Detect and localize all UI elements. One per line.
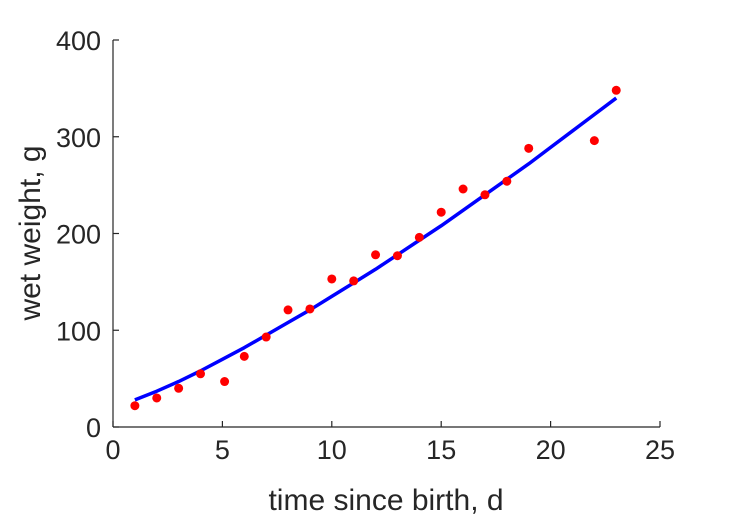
- data-point: [392, 251, 402, 261]
- data-point: [283, 305, 293, 315]
- data-point: [174, 383, 184, 393]
- x-tick-label: 20: [536, 435, 566, 465]
- data-point: [502, 176, 512, 186]
- x-tick-label: 25: [645, 435, 675, 465]
- fit-line: [134, 96, 618, 402]
- y-tick-label: 100: [56, 316, 101, 346]
- data-point: [611, 85, 621, 95]
- data-point: [480, 190, 490, 200]
- data-point: [261, 332, 271, 342]
- x-tick-label: 5: [215, 435, 230, 465]
- x-tick-label: 0: [105, 435, 120, 465]
- x-tick-label: 10: [317, 435, 347, 465]
- y-tick-label: 400: [56, 26, 101, 56]
- data-point: [436, 207, 446, 217]
- axes: 0 5 10 15 20 25 0 100 200 300 400: [56, 26, 675, 465]
- x-tick-label: 15: [426, 435, 456, 465]
- y-tick-label: 0: [86, 413, 101, 443]
- data-point: [589, 136, 599, 146]
- data-point: [371, 250, 381, 260]
- x-axis-title: time since birth, d: [268, 484, 503, 517]
- data-point: [524, 143, 534, 153]
- data-point: [196, 369, 206, 379]
- y-tick-label: 300: [56, 123, 101, 153]
- y-tick-label: 200: [56, 220, 101, 250]
- data-point: [327, 274, 337, 284]
- data-point: [152, 393, 162, 403]
- plot-area: [130, 85, 621, 411]
- data-point: [239, 351, 249, 361]
- data-point: [305, 304, 315, 314]
- data-point: [130, 401, 140, 411]
- data-point: [220, 377, 230, 387]
- y-axis-title: wet weight, g: [14, 145, 47, 321]
- data-point: [349, 276, 359, 286]
- data-point: [414, 232, 424, 242]
- data-point: [458, 184, 468, 194]
